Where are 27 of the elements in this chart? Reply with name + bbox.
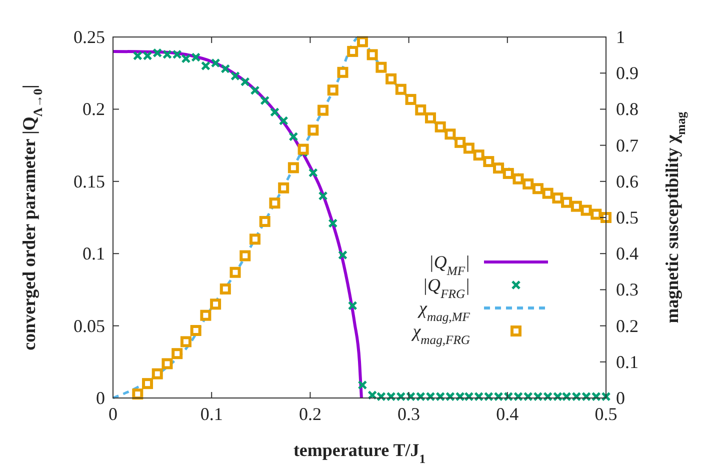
y2-tick-label: 0.6 xyxy=(616,171,638,192)
x-tick-label: 0 xyxy=(108,404,118,424)
x-tick-label: 0.2 xyxy=(298,404,322,424)
y2-tick-label: 0.9 xyxy=(616,63,638,84)
y2-tick-label: 0 xyxy=(616,388,625,408)
y2-tick-label: 0.1 xyxy=(616,352,638,372)
y2-tick-label: 0.5 xyxy=(616,208,638,228)
y-tick-label: 0.05 xyxy=(74,316,105,336)
y-tick-label: 0 xyxy=(96,388,105,408)
x-tick-label: 0.4 xyxy=(496,404,519,424)
y-tick-label: 0.2 xyxy=(82,99,105,120)
y2-tick-label: 1 xyxy=(616,27,625,47)
y-tick-label: 0.15 xyxy=(74,171,105,192)
legend-label: |Q$_{MF}$| xyxy=(428,252,470,278)
legend-label: χ$_{mag,MF}$ xyxy=(417,298,470,324)
x-tick-label: 0.5 xyxy=(594,404,618,424)
y2-tick-label: 0.7 xyxy=(616,135,638,156)
y2-tick-label: 0.8 xyxy=(616,99,638,120)
x-tick-label: 0.1 xyxy=(200,404,223,424)
y-tick-label: 0.1 xyxy=(82,244,105,264)
y-tick-label: 0.25 xyxy=(74,27,105,47)
x-axis-title: temperature T/J$_{1}$ xyxy=(293,440,426,466)
y2-tick-label: 0.4 xyxy=(616,244,638,264)
y2-tick-label: 0.2 xyxy=(616,316,638,336)
y2-tick-label: 0.3 xyxy=(616,280,638,300)
legend-label: |Q$_{FRG}$| xyxy=(422,275,470,301)
x-tick-label: 0.3 xyxy=(398,404,420,424)
